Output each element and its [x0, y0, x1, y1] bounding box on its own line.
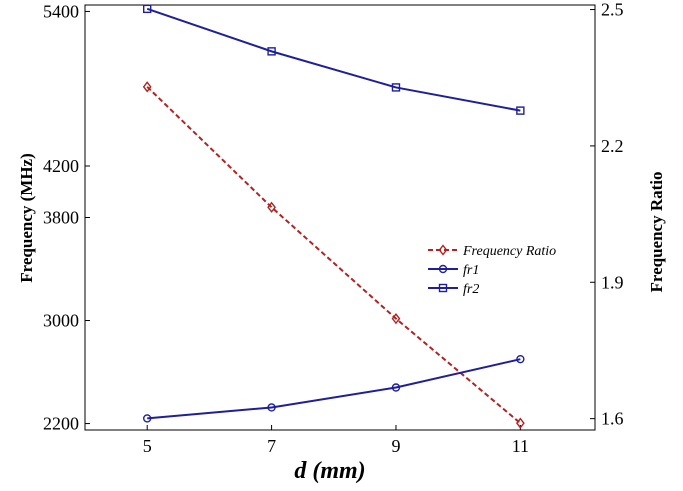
- right-tick-label: 2.2: [601, 136, 624, 156]
- legend-entry: Frequency Ratio: [428, 244, 556, 259]
- left-tick-label: 2200: [43, 414, 79, 434]
- left-tick-label: 3000: [43, 311, 79, 331]
- left-axis-ticks: 2200 3000 3800 4200 5400: [43, 1, 90, 433]
- legend-entry: fr2: [428, 282, 479, 297]
- left-tick-label: 3800: [43, 208, 79, 228]
- legend-entry: fr1: [428, 263, 479, 278]
- plot-frame: [85, 5, 595, 430]
- series-fr2: [144, 5, 524, 114]
- legend-label: fr1: [463, 263, 479, 278]
- right-tick-label: 2.5: [601, 0, 624, 20]
- y-axis-right-title: Frequency Ratio: [647, 171, 666, 292]
- right-tick-label: 1.6: [601, 409, 624, 429]
- x-tick-label: 9: [391, 436, 400, 456]
- x-tick-label: 7: [267, 436, 276, 456]
- series-layer: [144, 5, 524, 427]
- y-axis-left-title: Frequency (MHz): [17, 153, 36, 283]
- x-tick-label: 5: [143, 436, 152, 456]
- legend-label: Frequency Ratio: [462, 244, 556, 259]
- x-axis-title: d (mm): [294, 458, 365, 484]
- right-tick-label: 1.9: [601, 272, 624, 292]
- left-tick-label: 4200: [43, 156, 79, 176]
- series-fr1: [144, 356, 524, 422]
- series-line: [147, 9, 520, 111]
- series-line: [147, 359, 520, 418]
- left-tick-label: 5400: [43, 1, 79, 21]
- legend: Frequency Ratio fr1 fr2: [428, 244, 556, 297]
- x-tick-label: 11: [512, 436, 529, 456]
- legend-label: fr2: [463, 282, 479, 297]
